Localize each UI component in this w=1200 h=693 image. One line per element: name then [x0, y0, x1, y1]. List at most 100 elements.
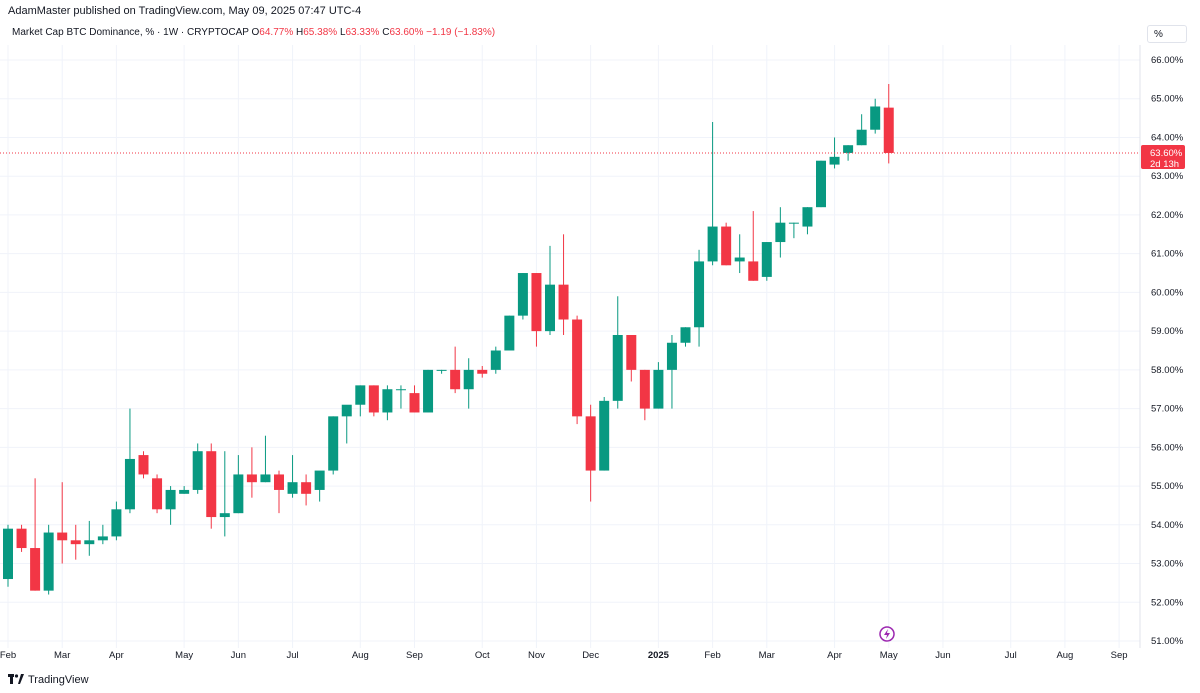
bar-countdown: 2d 13h	[1150, 159, 1179, 170]
candle-body	[138, 455, 149, 475]
event-bolt-icon[interactable]	[879, 626, 895, 642]
candle-body	[816, 160, 826, 208]
candle-body	[179, 489, 190, 494]
candle-body	[368, 385, 379, 413]
candle-body	[680, 327, 691, 343]
x-tick-label: Aug	[352, 650, 369, 661]
candle-body	[707, 226, 718, 262]
y-tick-label: 66.00%	[1151, 55, 1184, 66]
x-tick-label: Apr	[827, 650, 842, 661]
candle-body	[206, 451, 217, 518]
symbol-title[interactable]: Market Cap BTC Dominance, % · 1W · CRYPT…	[12, 27, 249, 38]
candle-body	[734, 257, 745, 262]
x-tick-label: Nov	[528, 650, 545, 661]
y-tick-label: 55.00%	[1151, 481, 1184, 492]
x-tick-label: Aug	[1056, 650, 1073, 661]
y-tick-label: 65.00%	[1151, 94, 1184, 105]
candle-body	[490, 350, 501, 370]
bolt-glyph	[884, 629, 890, 639]
candle-body	[721, 226, 732, 266]
x-tick-label: Jun	[935, 650, 950, 661]
candle-body	[30, 548, 41, 591]
brand-label: TradingView	[28, 673, 89, 686]
candle-body	[463, 369, 474, 390]
y-tick-label: 64.00%	[1151, 132, 1184, 143]
candle-body	[246, 474, 257, 483]
candle-body	[233, 474, 244, 514]
x-tick-label: May	[880, 650, 898, 661]
footer-brand: TradingView	[8, 672, 89, 687]
candle-body	[517, 273, 528, 316]
candle-body	[477, 369, 488, 374]
candle-body	[152, 478, 163, 510]
high-value: 65.38%	[303, 27, 338, 38]
candle-body	[558, 284, 569, 320]
candle-body	[301, 482, 312, 494]
candle-body	[314, 470, 325, 490]
y-tick-label: 61.00%	[1151, 249, 1184, 260]
candle-body	[70, 540, 81, 545]
x-tick-label: Apr	[109, 650, 124, 661]
x-tick-label: Feb	[0, 650, 16, 661]
candle-body	[802, 207, 813, 227]
publish-info: AdamMaster published on TradingView.com,…	[8, 5, 362, 17]
x-tick-label: 2025	[648, 650, 670, 661]
candle-body	[870, 106, 881, 130]
y-tick-label: 51.00%	[1151, 636, 1184, 647]
x-tick-label: May	[175, 650, 193, 661]
candle-body	[572, 319, 583, 417]
publish-bar: AdamMaster published on TradingView.com,…	[0, 0, 1200, 22]
x-tick-label: Sep	[1111, 650, 1128, 661]
candle-body	[423, 369, 434, 413]
candle-body	[545, 284, 555, 332]
y-tick-label: 62.00%	[1151, 210, 1184, 221]
y-tick-label: 56.00%	[1151, 442, 1184, 453]
low-key: L	[339, 27, 346, 38]
high-key: H	[296, 27, 304, 38]
x-tick-label: Jul	[1005, 650, 1017, 661]
candle-body	[97, 536, 108, 541]
scale-mode-button[interactable]: %	[1147, 25, 1187, 43]
candle-body	[748, 261, 759, 281]
x-tick-label: Mar	[54, 650, 70, 661]
candle-body	[856, 129, 867, 146]
candle-body	[829, 156, 840, 165]
x-tick-label: Mar	[759, 650, 775, 661]
x-tick-label: Jul	[286, 650, 298, 661]
candle-body	[111, 509, 122, 537]
candle-body	[219, 513, 230, 518]
y-tick-label: 63.00%	[1151, 171, 1184, 182]
candle-body	[883, 107, 894, 153]
last-price-value: 63.60%	[1150, 148, 1183, 159]
candle-body	[653, 369, 664, 409]
low-value: 63.33%	[345, 27, 380, 38]
candle-body	[639, 369, 650, 409]
candle-body	[436, 369, 447, 371]
candle-body	[192, 451, 203, 490]
candle-body	[328, 416, 339, 471]
open-key: O	[251, 27, 260, 38]
candle-body	[382, 389, 393, 413]
candle-body	[409, 393, 420, 413]
y-tick-label: 53.00%	[1151, 559, 1184, 570]
x-tick-label: Feb	[704, 650, 720, 661]
x-tick-label: Jun	[231, 650, 246, 661]
candle-body	[57, 532, 68, 541]
chart-legend: Market Cap BTC Dominance, % · 1W · CRYPT…	[12, 27, 495, 38]
candle-body	[666, 342, 677, 370]
y-tick-label: 54.00%	[1151, 520, 1184, 531]
x-tick-label: Dec	[582, 650, 599, 661]
y-tick-label: 52.00%	[1151, 597, 1184, 608]
candle-body	[843, 145, 854, 153]
candle-body	[84, 540, 95, 545]
close-value: 63.60%	[389, 27, 424, 38]
x-tick-label: Oct	[475, 650, 490, 661]
candle-body	[16, 528, 27, 549]
y-tick-label: 60.00%	[1151, 287, 1184, 298]
candle-body	[274, 474, 284, 490]
candle-body	[355, 385, 366, 405]
last-price-tag	[1141, 144, 1185, 169]
candle-body	[341, 404, 352, 417]
candle-body	[531, 273, 542, 332]
